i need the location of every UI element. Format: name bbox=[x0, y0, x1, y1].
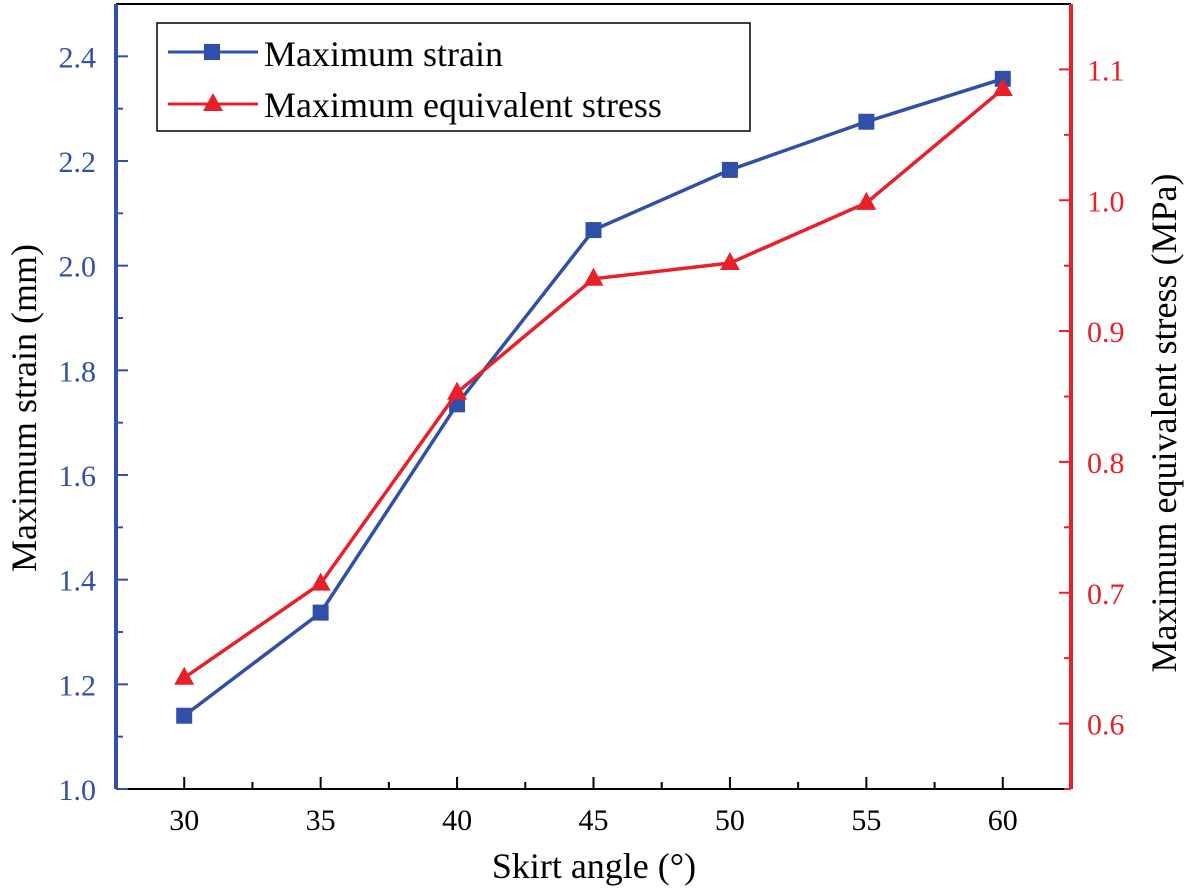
legend-entry-strain: Maximum strain bbox=[168, 34, 503, 74]
series-stress bbox=[174, 78, 1013, 685]
series-strain bbox=[176, 70, 1011, 724]
stress-point bbox=[174, 666, 195, 685]
left-y-axis-title: Maximum strain (mm) bbox=[4, 244, 44, 572]
right-y-axis-title: Maximum equivalent stress (MPa) bbox=[1144, 174, 1184, 673]
x-axis-ticks: 30 35 40 45 50 55 60 bbox=[169, 777, 1018, 837]
right-y-axis-ticks: 0.6 0.7 0.8 0.9 1.0 1.1 bbox=[1059, 54, 1125, 790]
strain-point bbox=[312, 604, 329, 621]
x-tick-label: 40 bbox=[442, 804, 472, 837]
strain-point bbox=[176, 707, 193, 724]
series-line-strain bbox=[183, 77, 1004, 718]
legend-strain-marker bbox=[204, 44, 220, 60]
right-y-tick-label: 0.9 bbox=[1087, 316, 1125, 349]
x-tick-label: 30 bbox=[169, 804, 199, 837]
left-y-tick-label: 2.2 bbox=[59, 146, 97, 179]
right-y-tick-label: 1.1 bbox=[1087, 54, 1125, 87]
legend-stress-label: Maximum equivalent stress bbox=[264, 85, 662, 125]
right-y-tick-label: 0.6 bbox=[1087, 709, 1125, 742]
stress-point bbox=[310, 572, 331, 591]
legend-stress-marker bbox=[203, 93, 223, 111]
legend-strain-label: Maximum strain bbox=[264, 34, 503, 74]
left-y-tick-label: 2.4 bbox=[59, 41, 97, 74]
legend-box bbox=[156, 22, 751, 132]
strain-point bbox=[721, 161, 738, 178]
stress-point bbox=[992, 78, 1013, 97]
left-y-tick-label: 1.8 bbox=[59, 355, 97, 388]
left-y-tick-label: 1.6 bbox=[59, 460, 97, 493]
left-y-axis-ticks: 1.0 1.2 1.4 1.6 1.8 2.0 2.2 2.4 bbox=[59, 41, 128, 807]
right-y-tick-label: 0.8 bbox=[1087, 447, 1125, 480]
x-tick-label: 60 bbox=[988, 804, 1018, 837]
right-y-tick-label: 1.0 bbox=[1087, 185, 1125, 218]
stress-point bbox=[583, 267, 604, 286]
left-y-tick-label: 1.2 bbox=[59, 669, 97, 702]
strain-point bbox=[585, 222, 602, 239]
x-tick-label: 50 bbox=[715, 804, 745, 837]
series-line-stress bbox=[183, 87, 1004, 680]
legend-entry-stress: Maximum equivalent stress bbox=[168, 85, 662, 125]
right-y-tick-label: 0.7 bbox=[1087, 578, 1125, 611]
strain-point bbox=[858, 113, 875, 130]
legend: Maximum strain Maximum equivalent stress bbox=[156, 22, 751, 132]
stress-point bbox=[856, 191, 877, 210]
stress-point bbox=[719, 252, 740, 271]
left-y-tick-label: 1.4 bbox=[59, 565, 97, 598]
series-layer bbox=[174, 70, 1013, 724]
stress-point bbox=[447, 381, 468, 400]
left-y-tick-label: 1.0 bbox=[59, 774, 97, 807]
x-axis-title: Skirt angle (°) bbox=[492, 846, 696, 886]
left-y-tick-label: 2.0 bbox=[59, 251, 97, 284]
x-tick-label: 55 bbox=[851, 804, 881, 837]
x-tick-label: 45 bbox=[579, 804, 609, 837]
x-tick-label: 35 bbox=[306, 804, 336, 837]
